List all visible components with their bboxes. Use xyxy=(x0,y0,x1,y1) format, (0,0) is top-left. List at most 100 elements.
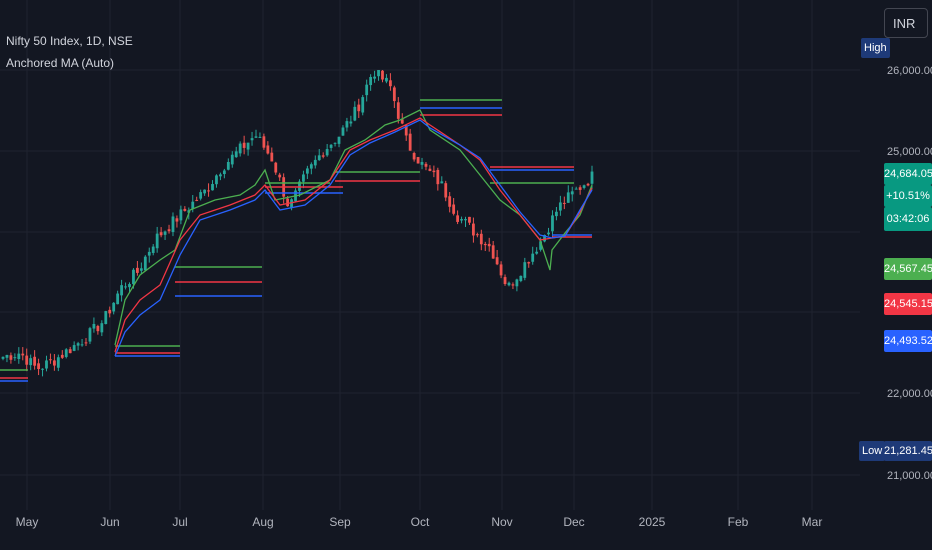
candle-body xyxy=(41,368,44,370)
candle-body xyxy=(357,104,361,112)
indicator-label[interactable]: Anchored MA (Auto) xyxy=(6,56,115,70)
candle-body xyxy=(329,144,333,148)
currency-button[interactable]: INR xyxy=(884,8,928,38)
candle-body xyxy=(566,192,570,203)
x-tick-label: Feb xyxy=(728,515,749,529)
candle-body xyxy=(400,119,404,124)
candle-body xyxy=(199,192,203,199)
x-tick-label: Dec xyxy=(563,515,584,529)
x-tick-label: Aug xyxy=(252,515,273,529)
candle-body xyxy=(456,215,459,222)
candle-body xyxy=(84,342,88,344)
candle-body xyxy=(250,138,254,141)
candle-body xyxy=(37,363,40,370)
candle-body xyxy=(511,284,515,286)
candle-body xyxy=(96,325,100,332)
candle-body xyxy=(495,257,499,265)
last-price-badge: 24,684.05 xyxy=(884,163,932,185)
candle-body xyxy=(270,152,274,162)
candle-body xyxy=(436,169,440,185)
y-tick-label: 25,000.00 xyxy=(887,146,932,158)
candle-body xyxy=(274,162,278,173)
candle-body xyxy=(555,211,558,217)
candle-body xyxy=(60,354,64,358)
candle-body xyxy=(234,151,238,158)
candle-body xyxy=(104,311,108,324)
candle-body xyxy=(266,145,270,154)
candle-body xyxy=(143,256,147,271)
candle-body xyxy=(302,174,305,182)
candle-body xyxy=(385,77,388,82)
candle-body xyxy=(404,125,408,136)
candle-body xyxy=(136,267,139,273)
ma-red-badge: 24,545.15 xyxy=(884,293,932,315)
candle-body xyxy=(460,219,463,221)
candle-body xyxy=(191,201,195,209)
anchored-ma-curve xyxy=(114,119,593,357)
candle-body xyxy=(56,357,60,368)
candle-body xyxy=(112,302,116,312)
candle-body xyxy=(428,168,432,172)
high-tag: High xyxy=(861,38,890,58)
candle-body xyxy=(558,202,562,211)
candle-body xyxy=(483,243,487,246)
symbol-label[interactable]: Nifty 50 Index, 1D, NSE xyxy=(6,34,133,48)
candle-body xyxy=(432,170,436,173)
candle-body xyxy=(222,170,226,175)
candle-body xyxy=(313,159,317,166)
candle-body xyxy=(309,164,313,169)
candle-body xyxy=(361,97,365,113)
candle-body xyxy=(64,349,68,357)
candle-body xyxy=(13,357,17,359)
candle-body xyxy=(92,323,96,329)
candle-body xyxy=(562,202,566,204)
candle-body xyxy=(298,181,301,191)
candle-body xyxy=(128,284,131,288)
candle-body xyxy=(155,233,159,249)
candle-body xyxy=(440,181,444,184)
candle-body xyxy=(29,358,33,366)
candle-body xyxy=(183,208,187,211)
candle-body xyxy=(420,162,424,165)
candle-body xyxy=(464,219,467,221)
x-tick-label: Nov xyxy=(491,515,512,529)
candle-body xyxy=(377,70,380,77)
candle-body xyxy=(238,143,242,154)
candle-body xyxy=(290,199,293,208)
candle-body xyxy=(120,285,123,296)
candle-body xyxy=(507,282,511,286)
anchored-ma-curve xyxy=(114,117,593,353)
x-tick-label: Mar xyxy=(802,515,823,529)
candle-body xyxy=(333,142,337,144)
candle-body xyxy=(226,161,230,170)
candle-body xyxy=(207,190,210,192)
candle-body xyxy=(195,199,199,201)
x-tick-label: May xyxy=(16,515,39,529)
candle-body xyxy=(424,163,428,167)
candle-body xyxy=(349,121,353,124)
candle-body xyxy=(147,251,151,256)
candle-body xyxy=(503,277,507,284)
candle-body xyxy=(68,349,72,354)
candle-body xyxy=(262,136,266,148)
candle-body xyxy=(416,157,420,164)
candle-body xyxy=(543,234,546,242)
candle-body xyxy=(175,218,179,222)
candle-body xyxy=(570,191,574,195)
candle-body xyxy=(381,70,384,80)
candle-body xyxy=(163,231,167,235)
candle-body xyxy=(325,149,329,156)
anchored-ma-curve xyxy=(114,109,593,346)
candle-body xyxy=(574,188,578,190)
candle-body xyxy=(159,232,163,236)
candle-body xyxy=(341,127,345,136)
candle-body xyxy=(487,243,491,247)
candle-body xyxy=(582,185,586,188)
candle-body xyxy=(369,77,373,86)
candle-body xyxy=(468,216,471,223)
candle-body xyxy=(590,171,594,184)
candle-body xyxy=(1,356,5,359)
candle-body xyxy=(203,189,207,194)
